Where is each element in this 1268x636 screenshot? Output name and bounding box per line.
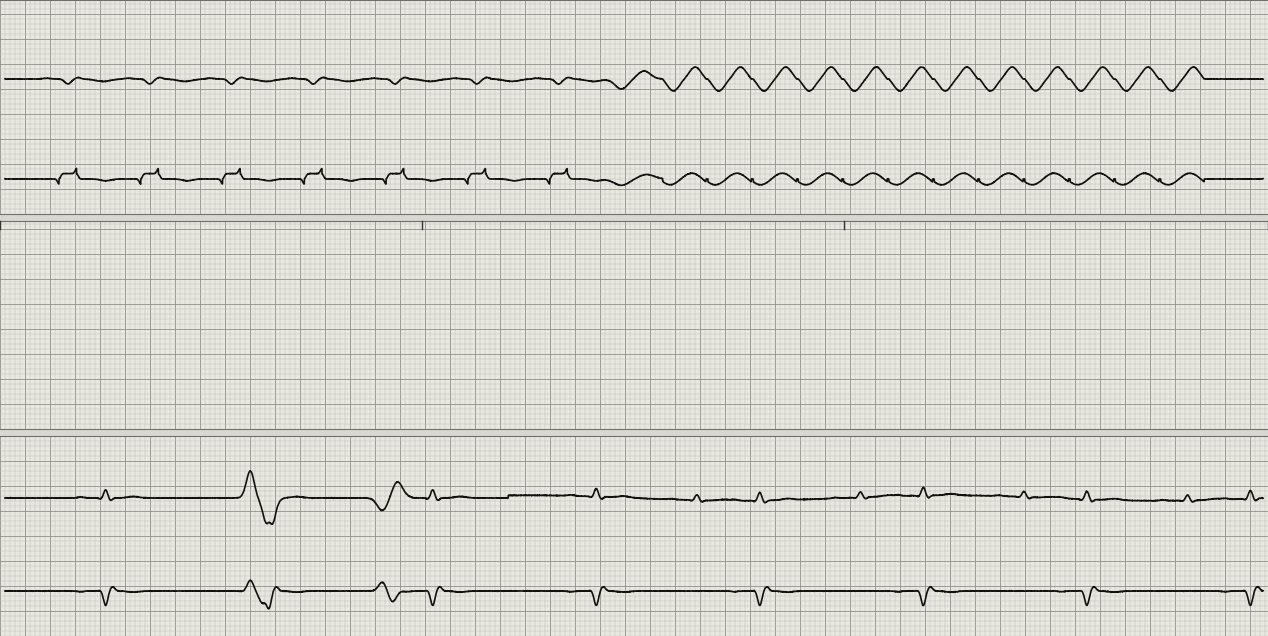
- Bar: [0, 436, 1268, 636]
- Bar: [0, 221, 1268, 429]
- Bar: [0, 0, 1268, 214]
